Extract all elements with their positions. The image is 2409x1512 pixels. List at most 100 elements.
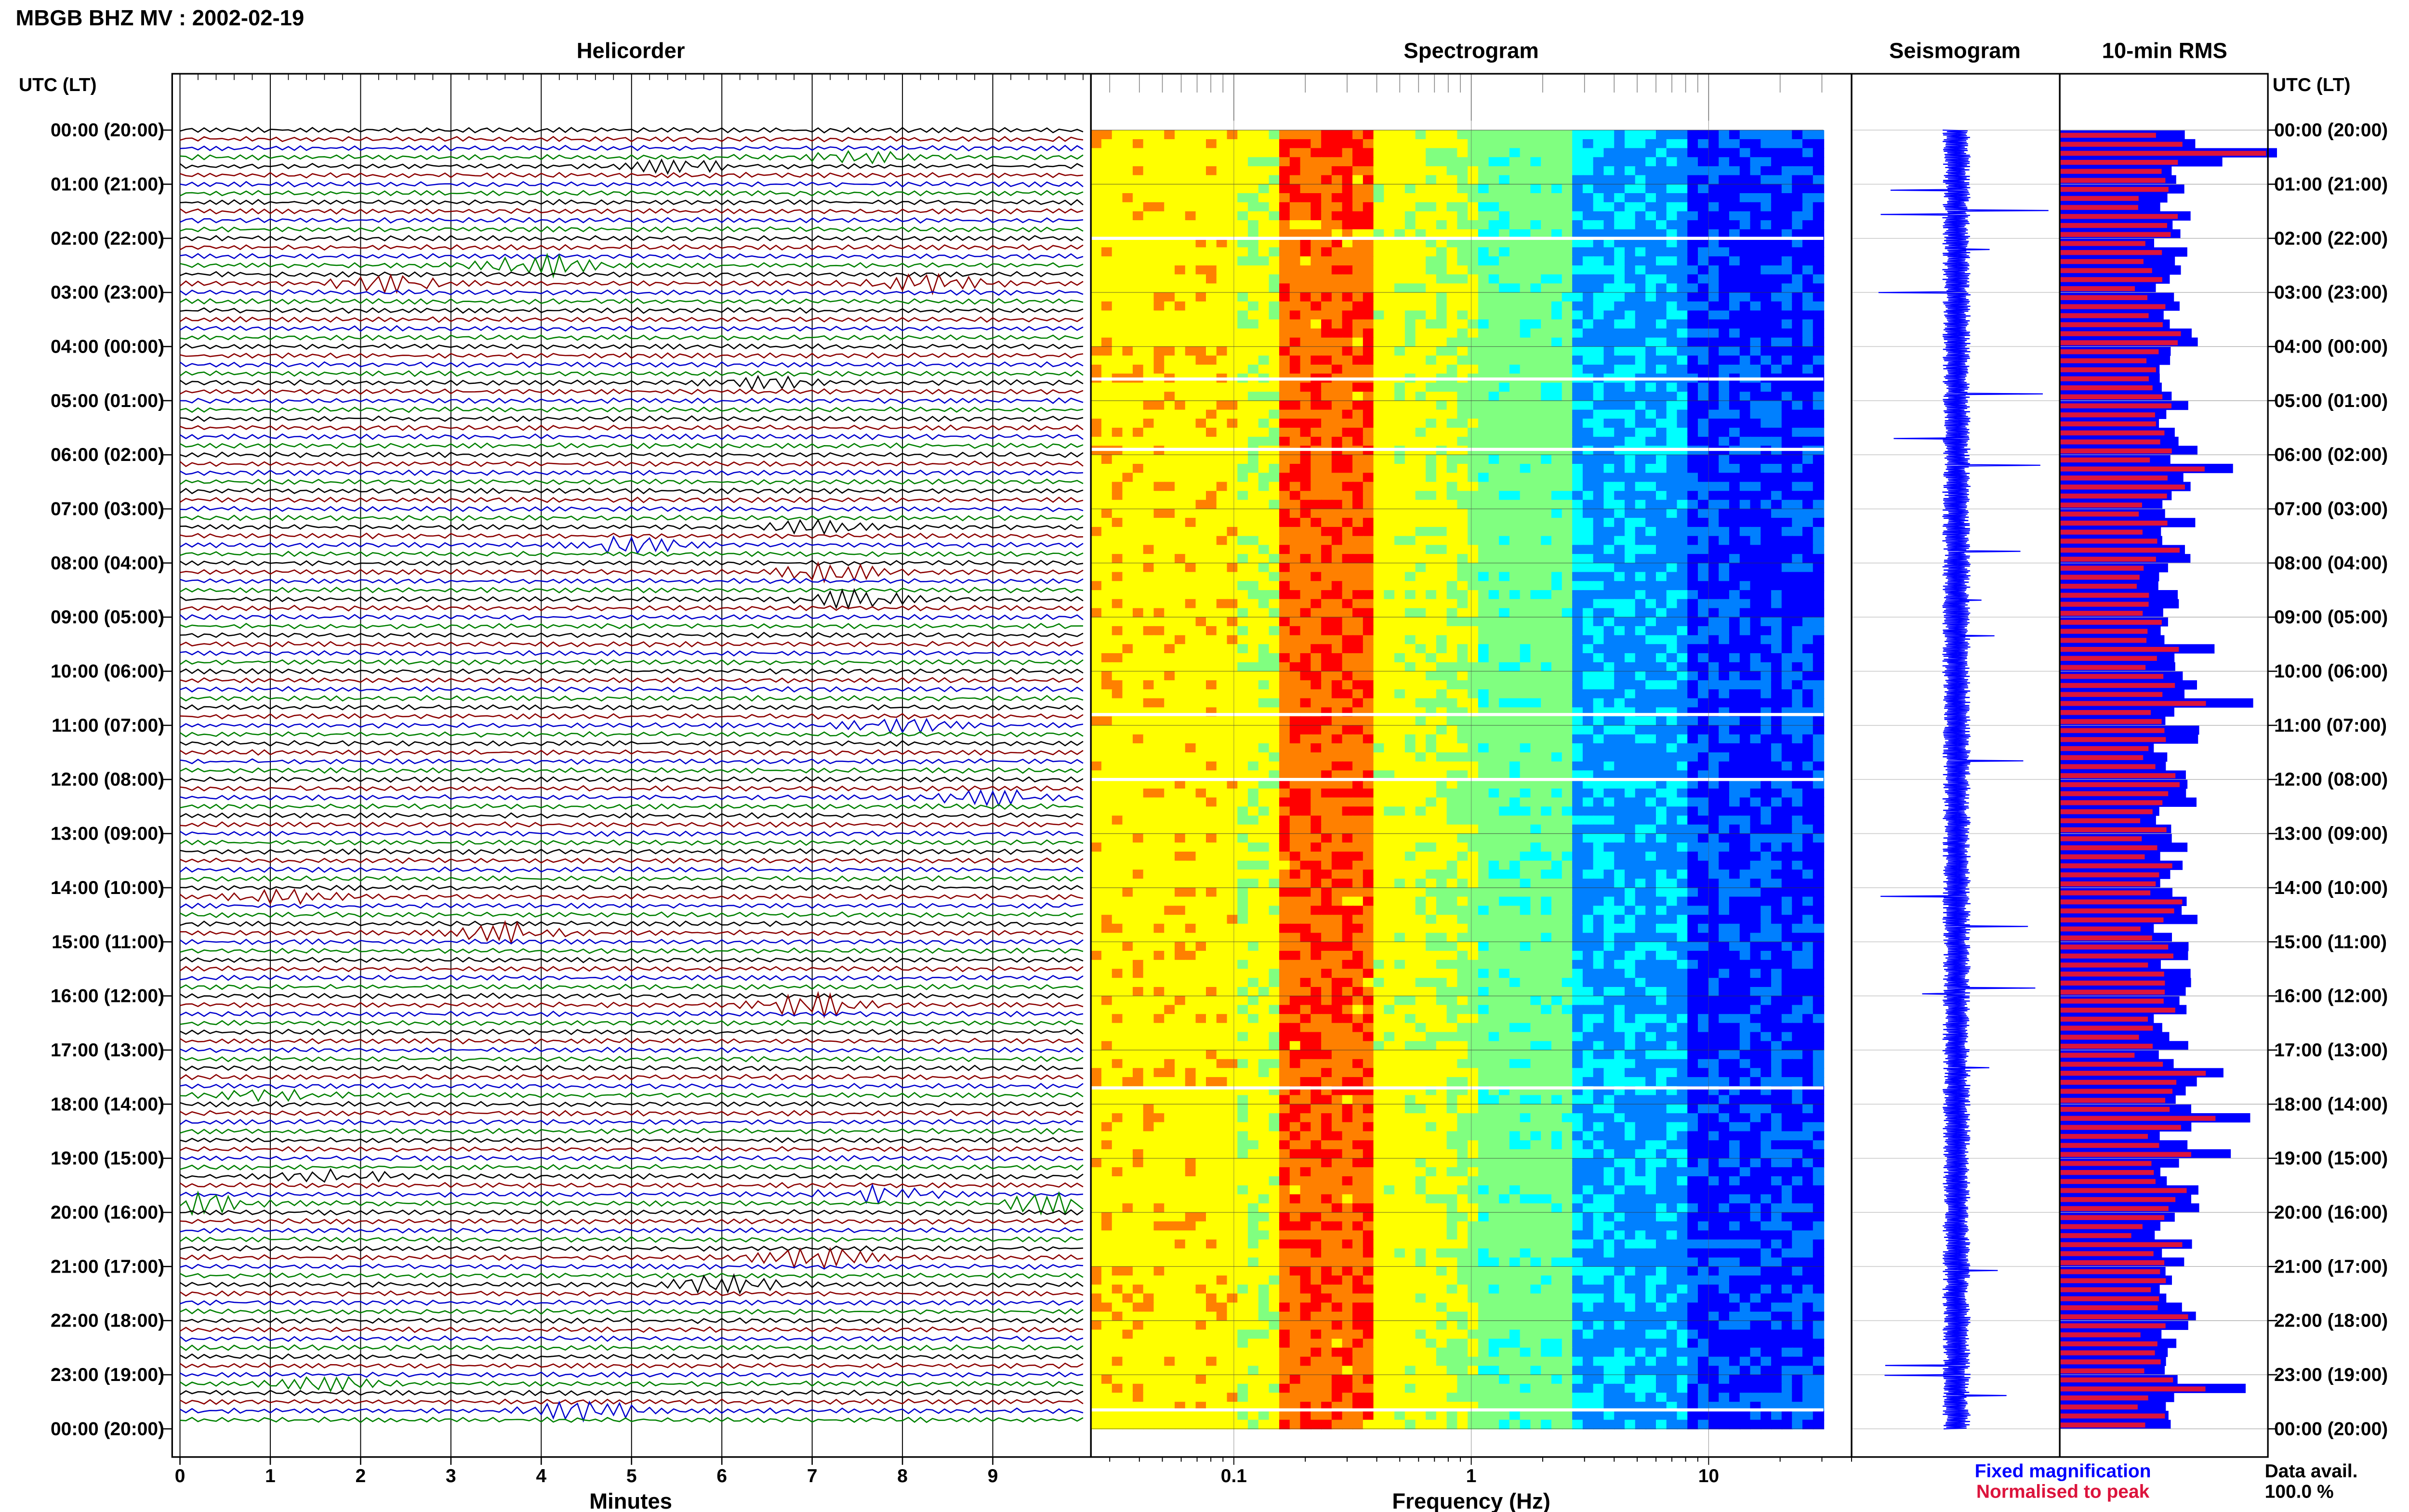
spectrogram-cell [1352, 463, 1364, 473]
spectrogram-cell [1300, 256, 1311, 266]
spectrogram-cell [1112, 238, 1124, 248]
spectrogram-cell [1468, 509, 1479, 519]
spectrogram-cell [1310, 581, 1322, 591]
spectrogram-cell [1698, 157, 1709, 167]
spectrogram-cell [1739, 184, 1751, 194]
spectrogram-cell [1739, 455, 1751, 464]
spectrogram-cell [1729, 482, 1741, 492]
spectrogram-cell [1143, 238, 1155, 248]
spectrogram-cell [1404, 518, 1416, 527]
spectrogram-cell [1771, 392, 1783, 402]
spectrogram-cell [1352, 365, 1364, 374]
spectrogram-cell [1478, 265, 1490, 275]
spectrogram-cell [1792, 193, 1803, 203]
spectrogram-cell [1457, 698, 1469, 708]
spectrogram-cell [1132, 680, 1144, 690]
spectrogram-cell [1509, 256, 1521, 266]
spectrogram-cell [1499, 220, 1510, 230]
spectrogram-cell [1415, 599, 1427, 609]
spectrogram-cell [1289, 436, 1301, 447]
spectrogram-cell [1404, 608, 1416, 618]
spectrogram-cell [1164, 419, 1176, 428]
spectrogram-cell [1687, 211, 1699, 221]
spectrogram-cell [1101, 265, 1113, 275]
spectrogram-cell [1698, 536, 1709, 546]
spectrogram-cell [1488, 337, 1500, 347]
spectrogram-cell [1279, 526, 1291, 537]
spectrogram-cell [1635, 526, 1647, 537]
spectrogram-cell [1446, 491, 1458, 501]
spectrogram-cell [1593, 436, 1605, 447]
spectrogram-cell [1698, 130, 1709, 140]
spectrogram-cell [1122, 436, 1134, 447]
spectrogram-cell [1101, 680, 1113, 690]
spectrogram-cell [1468, 409, 1479, 420]
spectrogram-cell [1384, 563, 1395, 573]
spectrogram-cell [1216, 545, 1228, 555]
spectrogram-cell [1436, 463, 1448, 473]
spectrogram-cell [1739, 491, 1751, 501]
spectrogram-cell [1237, 337, 1249, 347]
spectrogram-cell [1771, 518, 1783, 527]
spectrogram-cell [1760, 644, 1772, 654]
spectrogram-cell [1101, 581, 1113, 591]
spectrogram-cell [1195, 292, 1207, 302]
spectrogram-cell [1698, 572, 1709, 582]
spectrogram-cell [1185, 536, 1197, 546]
spectrogram-cell [1153, 716, 1165, 726]
spectrogram-cell [1771, 283, 1783, 293]
spectrogram-cell [1666, 193, 1678, 203]
spectrogram-cell [1258, 365, 1270, 374]
helicorder-trace [180, 875, 1084, 882]
helicorder-trace [180, 136, 1084, 143]
spectrogram-cell [1237, 482, 1249, 492]
spectrogram-cell [1635, 473, 1647, 483]
spectrogram-cell [1185, 608, 1197, 618]
spectrogram-cell [1687, 319, 1699, 329]
spectrogram-cell [1813, 220, 1825, 230]
spectrogram-cell [1258, 184, 1270, 194]
spectrogram-cell [1206, 581, 1218, 591]
spectrogram-cell [1792, 545, 1803, 555]
spectrogram-cell [1645, 392, 1657, 402]
spectrogram-cell [1468, 563, 1479, 573]
spectrogram-cell [1760, 337, 1772, 347]
spectrogram-cell [1645, 518, 1657, 527]
spectrogram-cell [1195, 310, 1207, 320]
spectrogram-cell [1468, 184, 1479, 194]
spectrogram-cell [1112, 599, 1124, 609]
spectrogram-cell [1771, 662, 1783, 672]
spectrogram-cell [1655, 455, 1668, 464]
spectrogram-cell [1289, 463, 1301, 473]
spectrogram-cell [1373, 220, 1385, 230]
spectrogram-cell [1352, 473, 1364, 483]
spectrogram-cell [1792, 211, 1803, 221]
spectrogram-cell [1530, 463, 1542, 473]
spectrogram-cell [1488, 148, 1500, 158]
spectrogram-cell [1237, 328, 1249, 338]
spectrogram-cell [1677, 265, 1688, 275]
spectrogram-cell [1582, 392, 1594, 402]
spectrogram-cell [1655, 581, 1668, 591]
spectrogram-cell [1352, 148, 1364, 158]
spectrogram-cell [1614, 536, 1626, 546]
spectrogram-cell [1572, 626, 1584, 636]
spectrogram-cell [1760, 599, 1772, 609]
spectrogram-cell [1216, 436, 1228, 447]
spectrogram-cell [1698, 725, 1709, 735]
spectrogram-cell [1572, 680, 1584, 690]
spectrogram-cell [1269, 626, 1280, 636]
spectrogram-cell [1802, 184, 1814, 194]
spectrogram-cell [1352, 617, 1364, 627]
spectrogram-cell [1227, 247, 1238, 257]
spectrogram-cell [1216, 319, 1228, 329]
spectrogram-cell [1384, 292, 1395, 302]
spectrogram-cell [1792, 419, 1803, 428]
spectrogram-cell [1258, 644, 1270, 654]
spectrogram-cell [1781, 400, 1793, 410]
spectrogram-cell [1258, 238, 1270, 248]
spectrogram-cell [1750, 166, 1761, 176]
spectrogram-cell [1446, 572, 1458, 582]
spectrogram-cell [1352, 545, 1364, 555]
spectrogram-cell [1175, 590, 1186, 600]
